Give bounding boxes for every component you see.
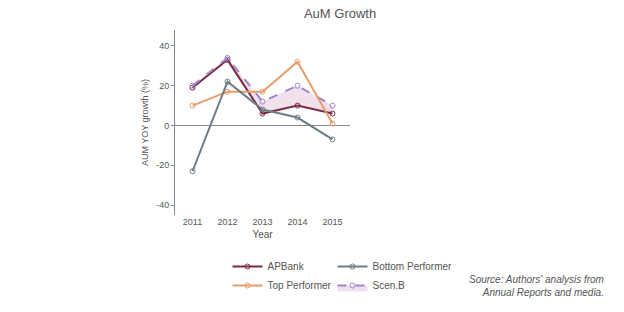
svg-text:-40: -40 <box>156 200 169 210</box>
svg-text:Top Performer: Top Performer <box>268 280 332 291</box>
svg-text:2015: 2015 <box>322 217 342 227</box>
svg-text:2013: 2013 <box>252 217 272 227</box>
svg-text:-20: -20 <box>156 160 169 170</box>
svg-text:AUM YOY growth (%): AUM YOY growth (%) <box>140 79 150 166</box>
svg-text:20: 20 <box>159 81 169 91</box>
svg-text:AuM Growth: AuM Growth <box>304 6 376 21</box>
svg-text:2014: 2014 <box>287 217 307 227</box>
svg-text:Scen.B: Scen.B <box>373 280 406 291</box>
svg-text:Year: Year <box>252 229 273 240</box>
svg-text:40: 40 <box>159 41 169 51</box>
svg-text:2012: 2012 <box>217 217 237 227</box>
svg-text:Source: Authors' analysis from: Source: Authors' analysis fromAnnual Rep… <box>469 274 604 298</box>
svg-text:2011: 2011 <box>183 217 202 227</box>
svg-text:0: 0 <box>164 121 169 131</box>
svg-text:APBank: APBank <box>268 261 305 272</box>
svg-text:Bottom Performer: Bottom Performer <box>373 261 453 272</box>
